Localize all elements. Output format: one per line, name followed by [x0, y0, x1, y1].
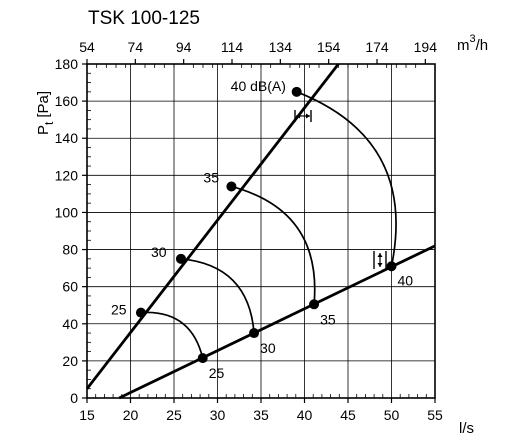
points — [135, 86, 397, 364]
y-tick-labels: 0 20 40 60 80 100 120 140 160 180 — [55, 56, 79, 406]
sound-curve — [296, 91, 397, 267]
point-label: 30 — [151, 244, 167, 260]
y-tick-label: 60 — [62, 279, 78, 295]
x2-tick-label: 154 — [317, 39, 341, 55]
point-label: 40 — [398, 272, 414, 288]
x2-tick-label: 174 — [365, 39, 389, 55]
x2-tick-label: 134 — [269, 39, 293, 55]
data-point — [309, 299, 320, 310]
data-point — [249, 328, 260, 339]
data-point — [226, 181, 237, 192]
point-label: 40 dB(A) — [231, 78, 286, 94]
sound-curve — [231, 185, 316, 305]
point-labels: 25 30 35 40 dB(A) 25 30 35 40 — [111, 78, 413, 381]
x-tick-label: 40 — [297, 407, 313, 423]
point-label: 30 — [260, 340, 276, 356]
point-label: 25 — [209, 365, 225, 381]
y-tick-label: 20 — [62, 353, 78, 369]
x2-axis-label: m3/h — [457, 33, 488, 54]
chart-title: TSK 100-125 — [88, 8, 200, 29]
x-tick-label: 55 — [427, 407, 443, 423]
y-tick-label: 140 — [55, 130, 79, 146]
data-point — [386, 261, 397, 272]
sound-curve — [140, 311, 204, 359]
x2-tick-labels: 54 74 94 114 134 154 174 194 — [79, 39, 437, 55]
y-tick-label: 120 — [55, 167, 79, 183]
double-arrow-icon-vertical — [373, 251, 387, 269]
x2-tick-label: 194 — [414, 39, 438, 55]
y-tick-label: 40 — [62, 316, 78, 332]
y-tick-label: 160 — [55, 93, 79, 109]
x-tick-label: 20 — [123, 407, 139, 423]
ticks — [82, 59, 436, 403]
data-point — [135, 307, 146, 318]
x-tick-labels: 15 20 25 30 35 40 45 50 55 — [79, 407, 443, 423]
data-point — [197, 353, 208, 364]
y-tick-label: 100 — [55, 204, 79, 220]
y-tick-label: 80 — [62, 242, 78, 258]
x-axis-label: l/s — [459, 420, 474, 437]
point-label: 25 — [111, 302, 127, 318]
point-label: 35 — [320, 311, 336, 327]
x2-tick-label: 114 — [221, 39, 244, 55]
x-tick-label: 15 — [79, 407, 95, 423]
sound-curve — [180, 257, 255, 334]
y-axis-label: Pt[Pa] — [35, 91, 56, 135]
point-label: 35 — [203, 169, 219, 185]
x2-tick-label: 54 — [79, 39, 95, 55]
system-line — [118, 244, 436, 400]
x-tick-label: 45 — [340, 407, 356, 423]
x2-tick-label: 74 — [128, 39, 144, 55]
system-line — [85, 63, 340, 390]
data-point — [291, 86, 302, 97]
data-point — [175, 253, 186, 264]
x2-tick-label: 94 — [176, 39, 192, 55]
x-tick-label: 50 — [384, 407, 400, 423]
y-tick-label: 180 — [55, 56, 79, 72]
x-tick-label: 30 — [210, 407, 226, 423]
y-tick-label: 0 — [70, 390, 78, 406]
double-arrow-icon-horizontal — [294, 110, 312, 122]
x-tick-label: 35 — [253, 407, 269, 423]
system-lines — [85, 63, 436, 400]
sound-curves — [140, 91, 397, 359]
x-tick-label: 25 — [166, 407, 182, 423]
